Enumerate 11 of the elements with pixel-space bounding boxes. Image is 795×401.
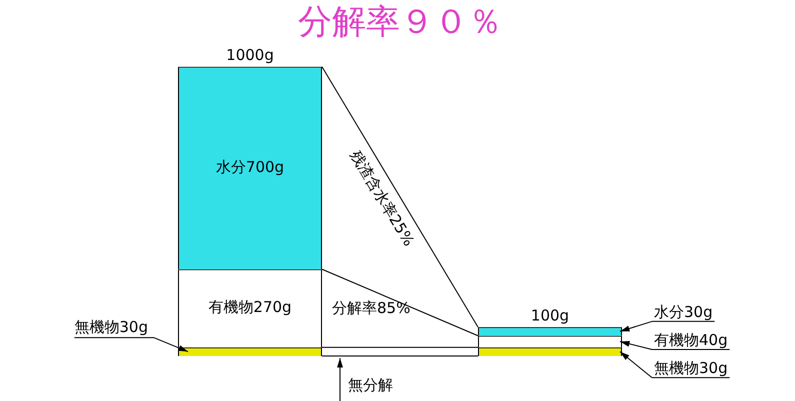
total-label: 1000g (226, 46, 274, 64)
data-label: 水分30g (654, 302, 713, 321)
total-label: 100g (530, 306, 570, 324)
text: 無分解 (348, 376, 393, 394)
chart-title: 分解率９０％ (298, 2, 502, 42)
data-label: 有機物270g (208, 298, 292, 316)
data-label: 有機物40g (654, 330, 728, 349)
data-label: 無機物30g (74, 318, 148, 336)
annotation: 分解率85% (332, 299, 410, 318)
data-label: 水分700g (216, 158, 284, 176)
data-label: 無機物30g (654, 359, 728, 378)
